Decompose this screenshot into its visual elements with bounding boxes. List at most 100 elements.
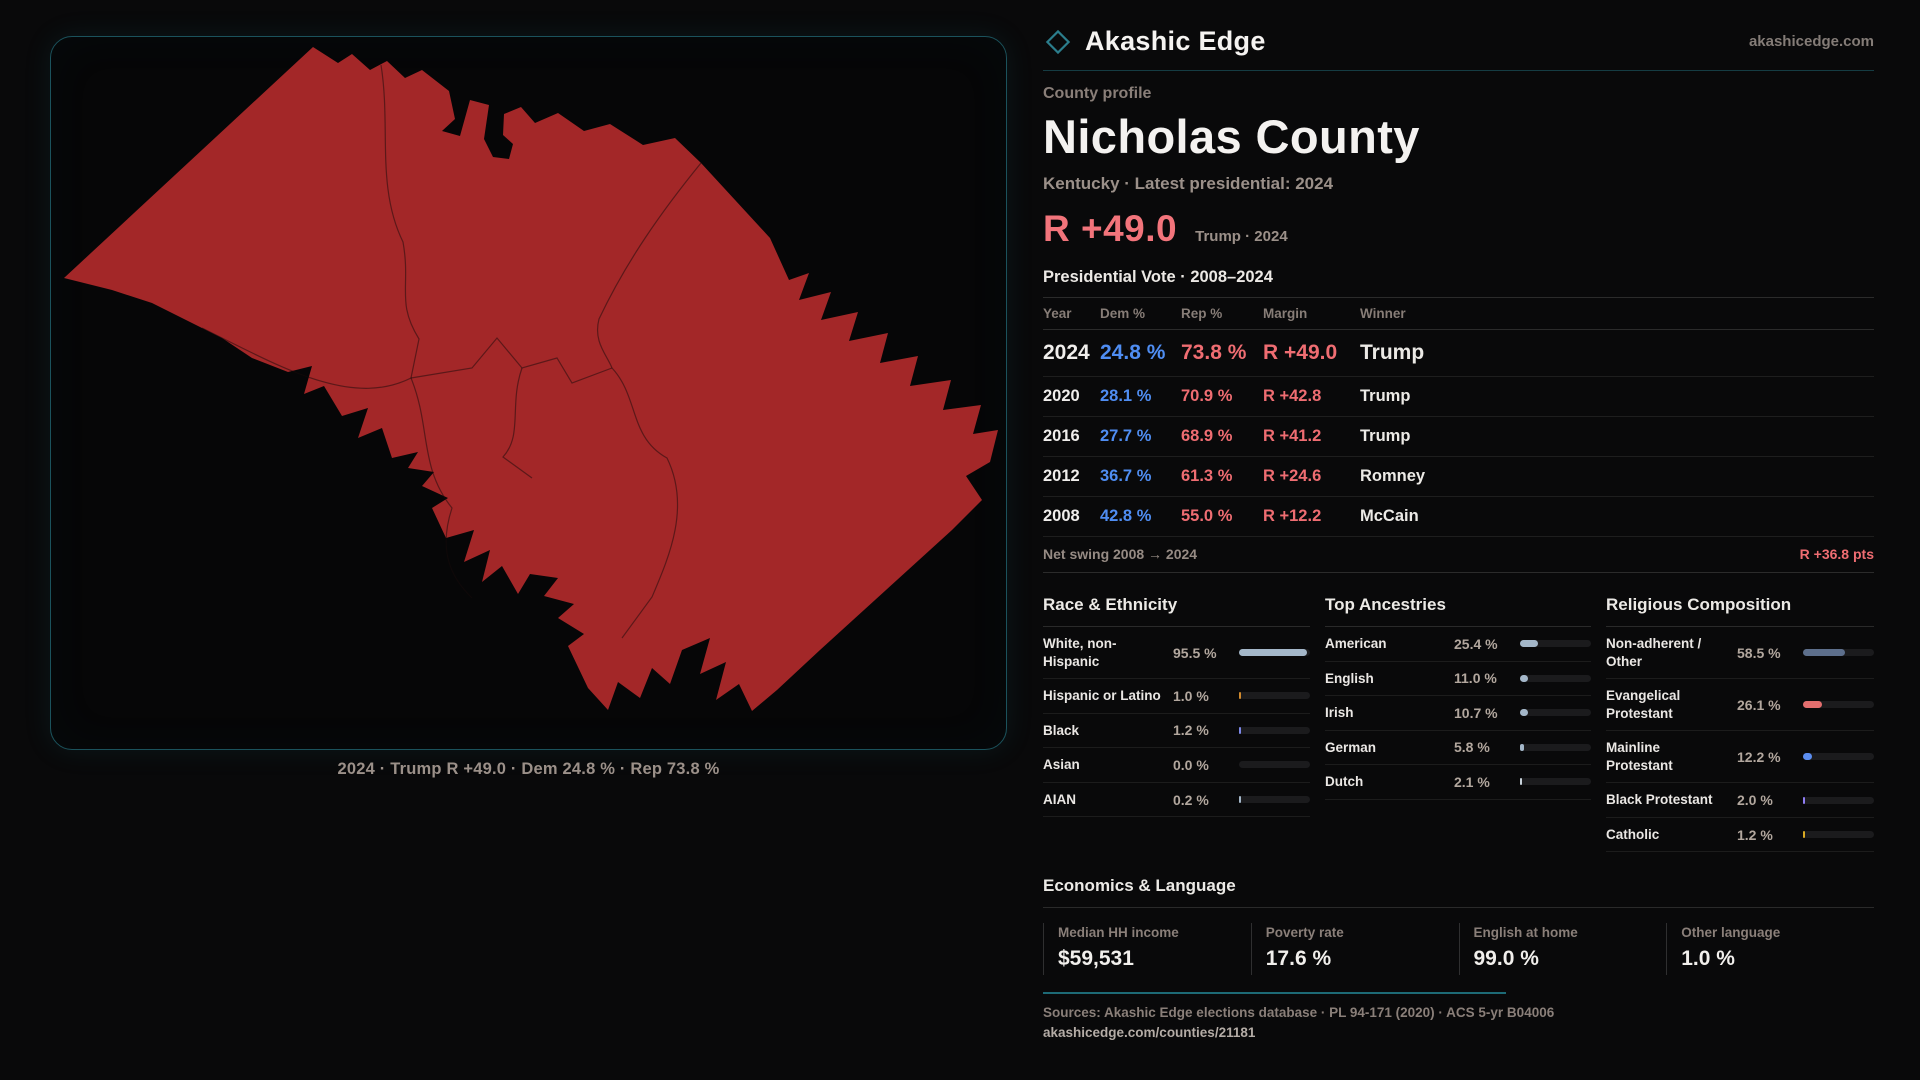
accent-divider [1043, 992, 1506, 995]
demo-value: 95.5 % [1173, 644, 1217, 661]
cell-dem: 27.7 % [1100, 427, 1152, 445]
brand-name: Akashic Edge [1085, 26, 1266, 56]
stat-value: 99.0 % [1473, 947, 1539, 971]
demo-bar-fill [1520, 778, 1522, 786]
demo-label: German [1325, 739, 1377, 755]
stat-label: Poverty rate [1265, 925, 1344, 941]
demo-bar-track [1239, 649, 1310, 657]
demo-value: 1.0 % [1173, 687, 1209, 704]
section-title: Religious Composition [1606, 585, 1874, 627]
section-rows: White, non-Hispanic 95.5 % Hispanic or L… [1043, 627, 1310, 818]
col-margin: Margin [1263, 306, 1308, 321]
stat-value: 1.0 % [1681, 947, 1735, 971]
demo-label: American [1325, 636, 1387, 651]
demo-bar-fill [1239, 726, 1241, 734]
county-map [64, 47, 998, 711]
cell-year: 2008 [1043, 507, 1080, 525]
demo-value: 58.5 % [1737, 644, 1781, 661]
county-shape [64, 47, 998, 711]
list-item: Dutch 2.1 % [1325, 765, 1591, 800]
cell-margin: R +42.8 [1263, 387, 1322, 405]
demo-bar-fill [1239, 649, 1307, 657]
sources-line: Sources: Akashic Edge elections database… [1043, 1005, 1555, 1021]
list-item: American 25.4 % [1325, 627, 1591, 662]
demo-bar-fill [1803, 649, 1845, 657]
economics-section: Economics & Language Median HH income $5… [1043, 876, 1874, 976]
demo-value: 2.0 % [1737, 792, 1773, 809]
demo-label: Black [1043, 722, 1080, 738]
demo-bar-fill [1520, 674, 1528, 682]
cell-dem: 42.8 % [1100, 507, 1152, 525]
stat-label: Other language [1681, 925, 1781, 941]
cell-rep: 61.3 % [1181, 467, 1233, 485]
list-item: White, non-Hispanic 95.5 % [1043, 627, 1310, 680]
profile-content: Akashic Edge akashicedge.com County prof… [1043, 26, 1874, 1040]
demo-bar-track [1803, 649, 1874, 657]
demo-value: 11.0 % [1454, 670, 1497, 687]
stat-cell: Median HH income $59,531 [1043, 923, 1251, 976]
col-year: Year [1043, 306, 1072, 321]
demo-label: Catholic [1606, 826, 1660, 842]
demo-bar-track [1239, 796, 1310, 803]
latest-margin-context: Trump · 2024 [1195, 228, 1288, 245]
permalink[interactable]: akashicedge.com/counties/21181 [1043, 1025, 1256, 1041]
demo-value: 5.8 % [1454, 739, 1490, 756]
latest-margin-row: R +49.0 Trump · 2024 [1043, 208, 1874, 250]
demo-bar-track [1803, 701, 1874, 709]
stat-label: Median HH income [1058, 925, 1179, 941]
col-rep: Rep % [1181, 306, 1223, 321]
cell-dem: 24.8 % [1100, 341, 1166, 364]
cell-winner: Trump [1360, 427, 1411, 445]
cell-margin: R +24.6 [1263, 467, 1322, 485]
stat-label: English at home [1473, 925, 1578, 941]
section-race-ethnicity: Race & Ethnicity White, non-Hispanic 95.… [1043, 585, 1310, 818]
demo-bar-track [1520, 778, 1591, 786]
cell-rep: 68.9 % [1181, 427, 1233, 445]
demo-value: 0.2 % [1173, 791, 1209, 808]
demo-label: Dutch [1325, 774, 1364, 790]
list-item: Black 1.2 % [1043, 714, 1310, 749]
demo-label: Hispanic or Latino [1043, 688, 1161, 704]
demo-label: Black Protestant [1606, 792, 1713, 808]
demo-bar-track [1803, 831, 1874, 839]
precinct-boundaries [201, 64, 702, 639]
demo-bar-track [1520, 743, 1591, 751]
results-table-title: Presidential Vote · 2008–2024 [1043, 268, 1273, 286]
section-title: Race & Ethnicity [1043, 585, 1310, 627]
demo-label: White, non-Hispanic [1043, 636, 1117, 669]
demo-bar-fill [1520, 640, 1538, 648]
stat-cell: Other language 1.0 % [1666, 923, 1874, 976]
section-ancestries: Top Ancestries American 25.4 % English 1… [1325, 585, 1591, 800]
county-map-panel [50, 36, 1007, 750]
cell-rep: 73.8 % [1181, 341, 1247, 364]
demo-label: English [1325, 670, 1374, 686]
demo-value: 12.2 % [1737, 748, 1781, 765]
section-rows: Non-adherent / Other 58.5 % Evangelical … [1606, 627, 1874, 853]
demo-bar-fill [1239, 796, 1241, 803]
list-item: Irish 10.7 % [1325, 696, 1591, 731]
list-item: German 5.8 % [1325, 731, 1591, 766]
cell-year: 2012 [1043, 467, 1080, 485]
list-item: Black Protestant 2.0 % [1606, 783, 1874, 818]
demo-value: 26.1 % [1737, 696, 1781, 713]
cell-year: 2024 [1043, 341, 1090, 364]
net-swing-value: R +36.8 pts [1799, 546, 1874, 562]
col-winner: Winner [1360, 306, 1406, 321]
demo-bar-fill [1803, 831, 1805, 839]
list-item: Non-adherent / Other 58.5 % [1606, 627, 1874, 680]
results-table: Year Dem % Rep % Margin Winner 2024 24.8… [1043, 297, 1874, 537]
demo-bar-fill [1803, 796, 1805, 804]
brand-diamond-icon [1045, 29, 1071, 54]
brand-domain-link[interactable]: akashicedge.com [1748, 33, 1874, 50]
cell-dem: 36.7 % [1100, 467, 1152, 485]
demo-value: 1.2 % [1173, 722, 1209, 739]
section-title: Top Ancestries [1325, 585, 1591, 627]
table-row: 2020 28.1 % 70.9 % R +42.8 Trump [1043, 377, 1874, 417]
cell-margin: R +12.2 [1263, 507, 1322, 525]
demo-bar-fill [1803, 701, 1822, 709]
demo-bar-track [1239, 726, 1310, 734]
results-table-body: 2024 24.8 % 73.8 % R +49.0 Trump 2020 28… [1043, 330, 1874, 537]
stat-value: 17.6 % [1265, 947, 1332, 971]
demo-bar-track [1520, 674, 1591, 682]
demo-bar-fill [1803, 753, 1812, 761]
